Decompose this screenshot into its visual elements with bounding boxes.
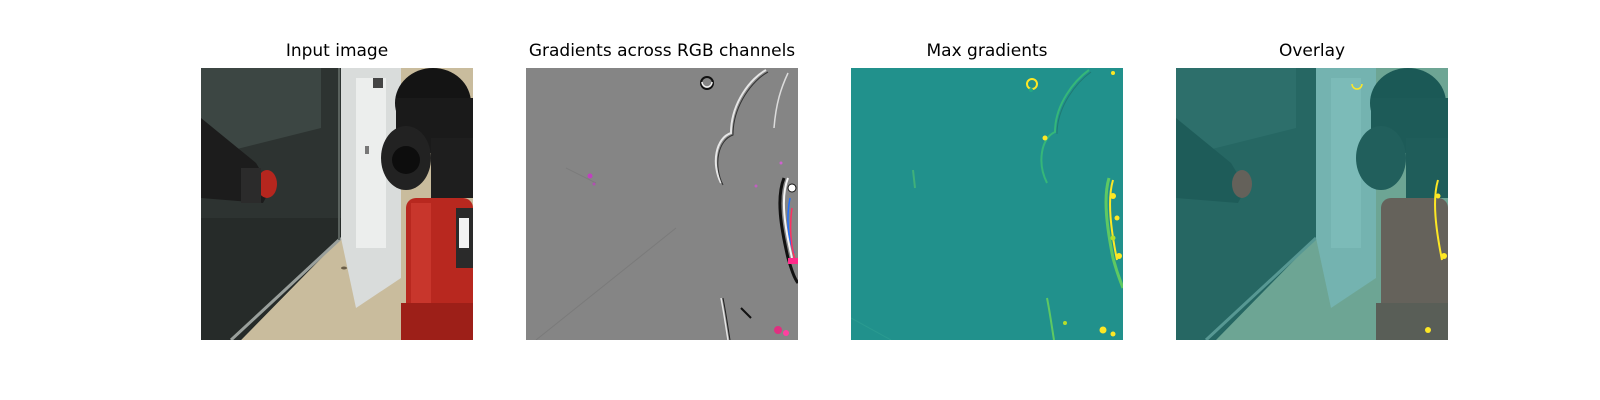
overlay-panel [1176, 68, 1448, 340]
panel-title-overlay: Overlay [1278, 41, 1346, 61]
rgb-gradients-panel [526, 68, 798, 340]
rgb-gradients-picture [526, 68, 798, 340]
panel-title-max-gradients: Max gradients [926, 41, 1048, 61]
input-image-picture [201, 68, 473, 340]
input-image-panel [201, 68, 473, 340]
panel-title-rgb-gradients: Gradients across RGB channels [528, 41, 796, 61]
max-gradients-panel [851, 68, 1123, 340]
overlay-picture [1176, 68, 1448, 340]
panel-title-input-image: Input image [285, 41, 389, 61]
max-gradients-picture [851, 68, 1123, 340]
